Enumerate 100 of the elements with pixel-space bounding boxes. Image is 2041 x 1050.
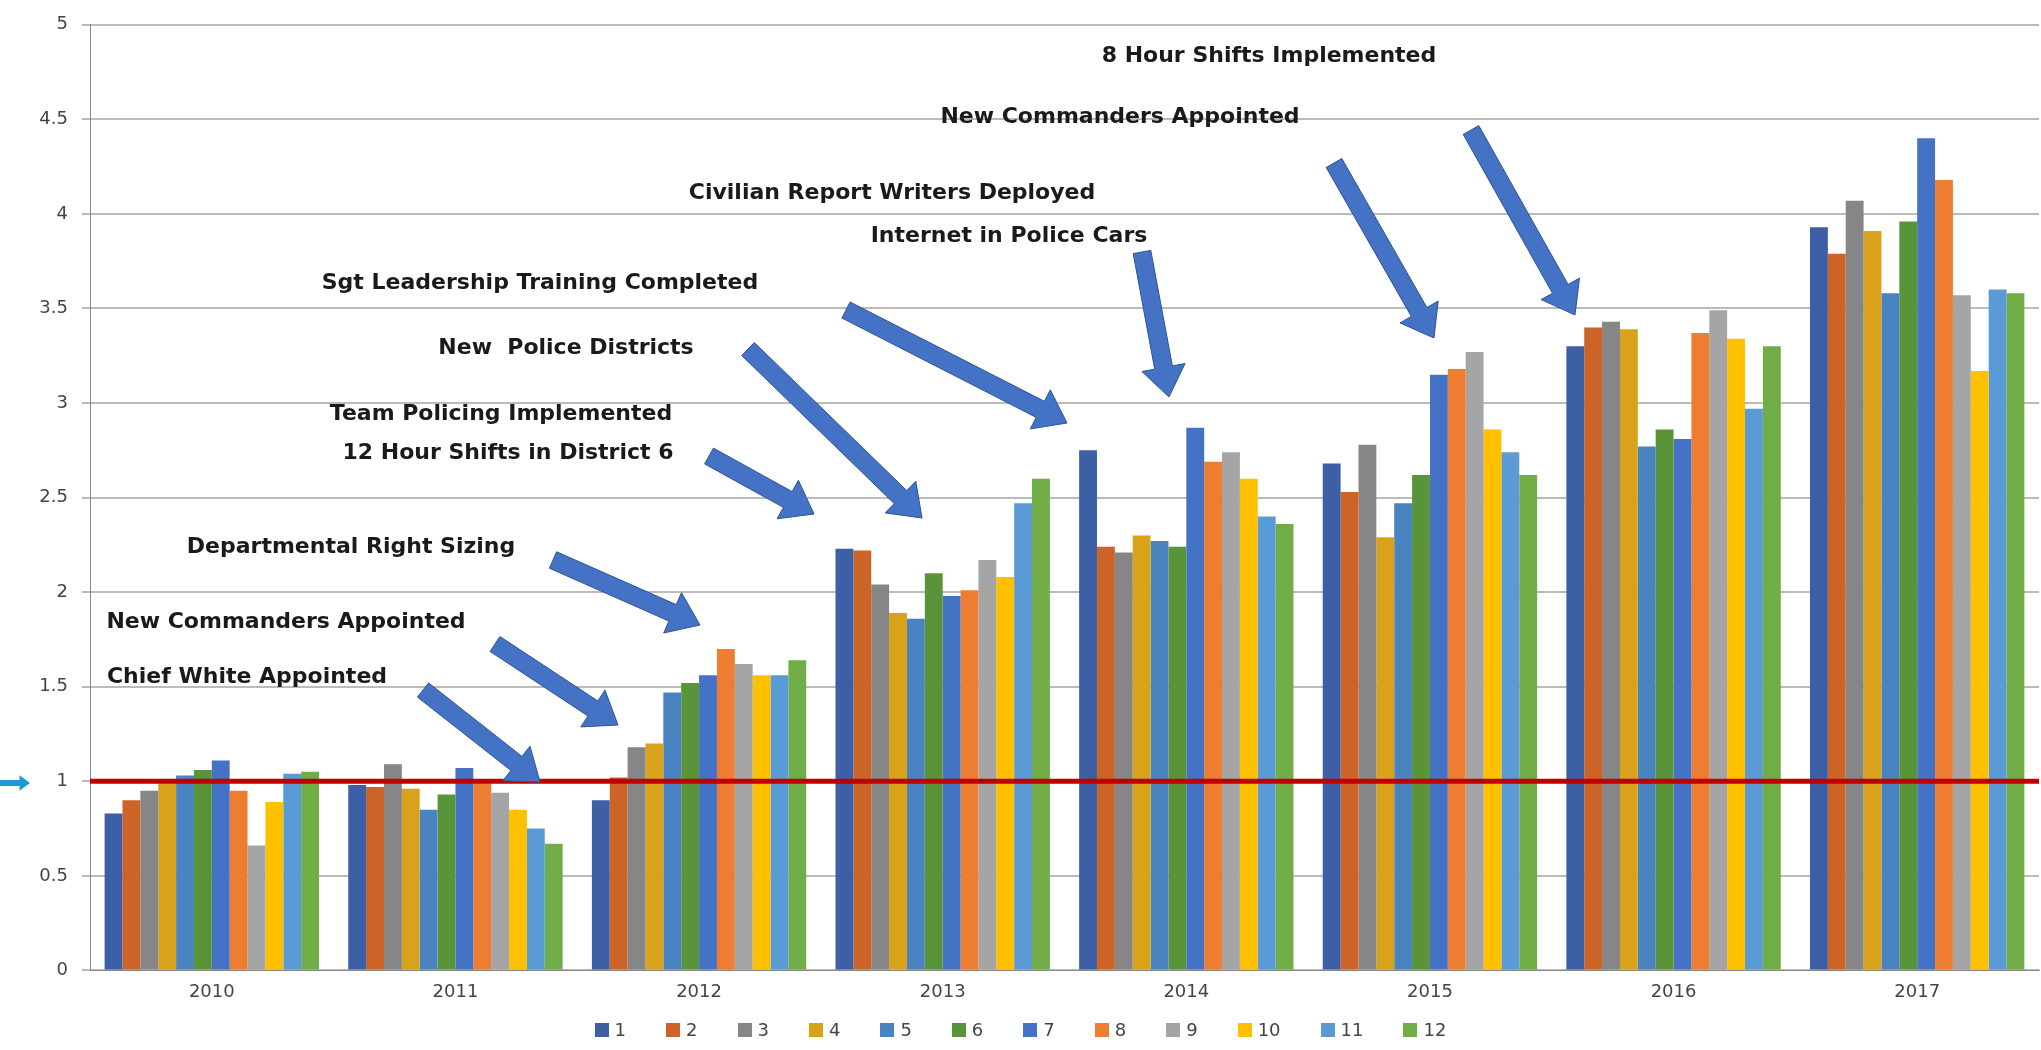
bar (366, 786, 384, 970)
annotation: Departmental Right Sizing (186, 532, 516, 558)
bar (1619, 329, 1638, 970)
annotation: Internet in Police Cars (870, 221, 1148, 247)
bar (122, 800, 141, 970)
bar (1394, 503, 1413, 970)
bar (1519, 474, 1538, 970)
bar (1691, 333, 1710, 970)
bar (1222, 452, 1240, 970)
y-tick-label: 5 (56, 12, 68, 34)
bar (1239, 478, 1258, 970)
legend-label: 6 (971, 1019, 984, 1040)
bar (1257, 516, 1276, 970)
legend-label: 11 (1340, 1019, 1364, 1040)
bar (978, 560, 997, 970)
bar (942, 595, 961, 970)
bar (1429, 374, 1448, 970)
legend-label: 9 (1186, 1019, 1198, 1040)
bar (1501, 452, 1520, 970)
bar (1655, 429, 1674, 970)
bar (193, 769, 212, 970)
bar (2006, 293, 2025, 970)
bar (1809, 227, 1828, 970)
legend-label: 10 (1257, 1019, 1281, 1040)
x-tick-label: 2017 (1894, 979, 1941, 1001)
bar (491, 792, 510, 970)
bar (663, 692, 682, 970)
bar (1917, 138, 1936, 970)
bar (609, 777, 628, 970)
y-tick-label: 4.5 (39, 107, 68, 129)
y-tick-label: 3.5 (39, 296, 68, 318)
y-tick-label: 0.5 (39, 863, 68, 885)
bar (211, 760, 230, 970)
bar (1340, 491, 1359, 970)
bar (788, 660, 807, 970)
bar (265, 802, 284, 970)
bar (591, 800, 610, 970)
legend-label: 7 (1043, 1019, 1055, 1040)
bar (1150, 541, 1169, 970)
legend-label: 1 (614, 1019, 627, 1040)
bar (1881, 293, 1900, 970)
bar (770, 675, 789, 970)
bar (229, 790, 248, 970)
bar (283, 773, 302, 970)
bar (437, 794, 456, 970)
bar (924, 573, 943, 970)
x-tick-label: 2013 (919, 979, 966, 1001)
x-tick-label: 2011 (432, 979, 479, 1001)
bar (473, 783, 492, 970)
bar (1935, 179, 1953, 970)
y-tick-label: 1 (56, 768, 68, 790)
bar (835, 548, 854, 970)
legend-label: 5 (900, 1019, 912, 1040)
bar (681, 682, 700, 970)
bar (1465, 351, 1484, 970)
bar (526, 828, 545, 970)
bar (1952, 295, 1971, 970)
annotation: Team Policing Implemented (329, 399, 673, 425)
bar (1988, 289, 2007, 970)
annotation: New Police Districts (438, 333, 694, 359)
bar (1132, 535, 1151, 970)
annotation: Sgt Leadership Training Completed (321, 268, 759, 294)
bar (1079, 450, 1097, 970)
y-tick-label: 1.5 (39, 674, 68, 696)
y-tick-label: 2 (56, 579, 68, 601)
annotation: New Commanders Appointed (106, 607, 466, 633)
bar (699, 675, 717, 970)
bar (1275, 524, 1294, 970)
x-tick-label: 2015 (1407, 979, 1453, 1001)
annotation: Chief White Appointed (106, 662, 388, 688)
bar (716, 648, 735, 970)
bar (1745, 408, 1763, 970)
bar (1673, 438, 1692, 970)
bar (1970, 370, 1989, 970)
y-tick-label: 2.5 (39, 485, 68, 507)
annotation: 8 Hour Shifts Implemented (1101, 41, 1437, 67)
y-tick-label: 4 (56, 201, 68, 223)
y-tick-label: 3 (56, 390, 68, 412)
annotation: New Commanders Appointed (940, 102, 1300, 128)
x-tick-label: 2016 (1650, 979, 1697, 1001)
bar (1322, 463, 1341, 970)
bar (1566, 346, 1585, 970)
bar (1376, 537, 1395, 970)
bar (752, 675, 771, 970)
bar (176, 775, 194, 970)
legend-label: 12 (1423, 1019, 1447, 1040)
legend-label: 4 (828, 1019, 841, 1040)
bar (455, 768, 474, 970)
x-tick-label: 2010 (188, 979, 235, 1001)
bar (853, 550, 872, 970)
bar (1863, 230, 1882, 970)
y-tick-label: 0 (56, 958, 68, 980)
bar (960, 590, 979, 970)
bar (1727, 338, 1746, 970)
bar (1762, 346, 1781, 970)
legend-label: 8 (1114, 1019, 1127, 1040)
bar (1014, 503, 1033, 970)
bar (301, 771, 320, 970)
bar (1709, 310, 1728, 970)
bar (401, 788, 420, 970)
